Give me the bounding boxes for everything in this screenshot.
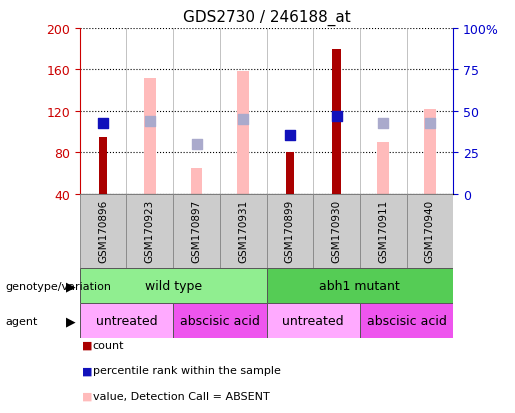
Point xyxy=(332,113,340,120)
Bar xyxy=(80,194,127,268)
Bar xyxy=(360,304,453,339)
Text: untreated: untreated xyxy=(282,315,344,328)
Bar xyxy=(80,304,173,339)
Point xyxy=(99,121,107,127)
Text: ■: ■ xyxy=(82,391,93,401)
Text: GSM170930: GSM170930 xyxy=(332,200,341,263)
Text: wild type: wild type xyxy=(145,280,202,292)
Bar xyxy=(127,194,173,268)
Bar xyxy=(360,194,406,268)
Text: count: count xyxy=(93,340,124,350)
Bar xyxy=(424,109,436,194)
Text: ▶: ▶ xyxy=(66,280,75,292)
Bar xyxy=(267,194,313,268)
Text: GSM170899: GSM170899 xyxy=(285,200,295,263)
Bar xyxy=(313,194,360,268)
Text: ▶: ▶ xyxy=(66,315,75,328)
Text: abscisic acid: abscisic acid xyxy=(367,315,447,328)
Point xyxy=(286,132,294,139)
Bar xyxy=(99,137,107,194)
Text: percentile rank within the sample: percentile rank within the sample xyxy=(93,366,281,375)
Text: genotype/variation: genotype/variation xyxy=(5,281,111,291)
Bar xyxy=(267,304,360,339)
Text: GSM170923: GSM170923 xyxy=(145,200,155,263)
Bar xyxy=(173,304,267,339)
Bar xyxy=(377,142,389,194)
Bar xyxy=(406,194,453,268)
Point xyxy=(379,121,387,127)
Title: GDS2730 / 246188_at: GDS2730 / 246188_at xyxy=(183,10,350,26)
Point xyxy=(146,119,154,125)
Bar xyxy=(191,169,202,194)
Text: GSM170931: GSM170931 xyxy=(238,200,248,263)
Bar xyxy=(237,72,249,194)
Text: GSM170911: GSM170911 xyxy=(378,200,388,263)
Point xyxy=(193,141,201,148)
Text: GSM170897: GSM170897 xyxy=(192,200,201,263)
Text: GSM170940: GSM170940 xyxy=(425,200,435,263)
Point xyxy=(426,121,434,127)
Point xyxy=(239,116,247,123)
Bar xyxy=(173,194,220,268)
Bar xyxy=(332,50,341,194)
Text: agent: agent xyxy=(5,316,38,326)
Text: ■: ■ xyxy=(82,340,93,350)
Bar xyxy=(286,153,294,194)
Bar xyxy=(144,78,156,194)
Text: abh1 mutant: abh1 mutant xyxy=(319,280,400,292)
Bar xyxy=(80,268,267,304)
Bar xyxy=(267,268,453,304)
Text: untreated: untreated xyxy=(96,315,157,328)
Text: GSM170896: GSM170896 xyxy=(98,200,108,263)
Text: ■: ■ xyxy=(82,366,93,375)
Text: abscisic acid: abscisic acid xyxy=(180,315,260,328)
Text: value, Detection Call = ABSENT: value, Detection Call = ABSENT xyxy=(93,391,269,401)
Bar xyxy=(220,194,267,268)
